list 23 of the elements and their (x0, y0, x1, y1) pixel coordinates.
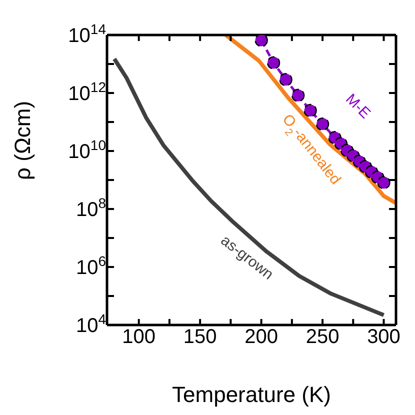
y-axis-title: ρ (Ωcm) (10, 100, 35, 180)
line-series (112, 56, 386, 318)
y-tick-label: 10$^{8}$ (76, 195, 106, 221)
x-tick-label: 250 (306, 326, 340, 348)
point (266, 56, 280, 70)
text: M-E (342, 90, 374, 122)
point (254, 35, 268, 47)
point (291, 88, 305, 102)
x-tick-label: 150 (183, 326, 217, 348)
x-axis-title: Temperature (K) (172, 382, 331, 407)
point (377, 176, 390, 190)
line-series (224, 35, 396, 206)
point (316, 117, 330, 131)
y-tick-label: 10$^{14}$ (68, 21, 106, 47)
x-tick-label: 300 (367, 326, 400, 348)
point (279, 72, 292, 86)
x-tick-label: 200 (244, 326, 278, 348)
y-tick-label: 10$^{10}$ (68, 137, 106, 163)
x-tick-label: 100 (122, 326, 156, 348)
point (304, 104, 317, 118)
y-tick-label: 10$^{6}$ (76, 253, 106, 279)
y-tick-label: 10$^{12}$ (68, 79, 106, 105)
y-tick-label: 10$^{4}$ (76, 311, 106, 337)
